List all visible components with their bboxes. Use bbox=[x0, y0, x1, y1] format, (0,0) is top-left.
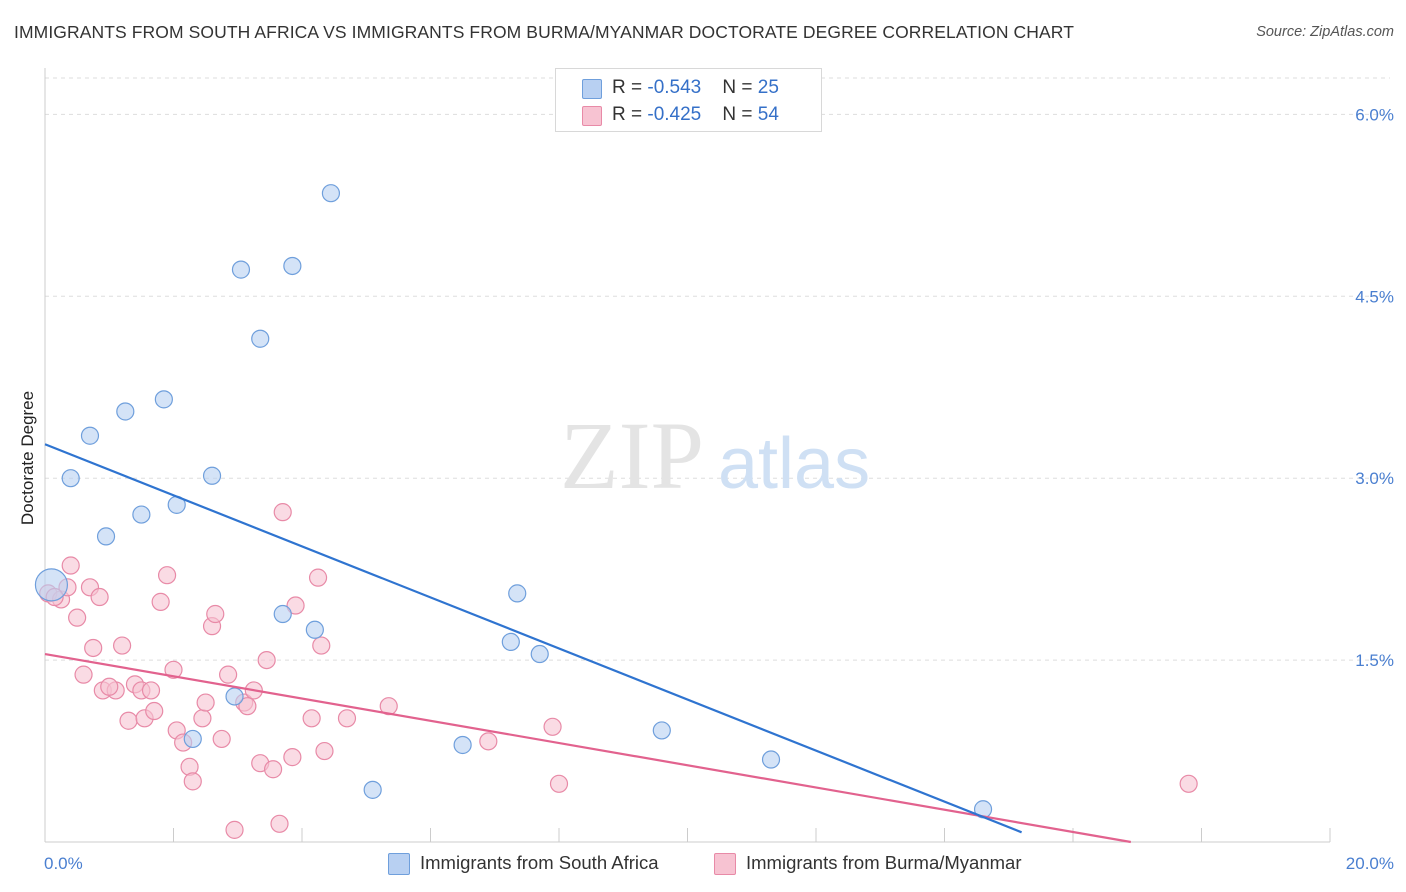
data-point-south-africa bbox=[61, 469, 80, 488]
data-point-south-africa bbox=[80, 426, 100, 445]
data-point-south-africa bbox=[96, 527, 116, 546]
data-point-burma bbox=[257, 650, 276, 670]
trend-line-south-africa bbox=[44, 443, 1023, 834]
data-point-south-africa bbox=[273, 604, 292, 624]
y-tick-label: 1.5% bbox=[1355, 651, 1394, 670]
data-point-south-africa bbox=[761, 750, 781, 769]
y-tick-label: 3.0% bbox=[1355, 469, 1394, 488]
data-point-burma bbox=[193, 709, 212, 728]
data-point-burma bbox=[543, 717, 562, 736]
data-point-burma bbox=[196, 693, 215, 712]
watermark-zip: ZIP bbox=[560, 402, 704, 509]
series-legend-swatch-south-africa bbox=[388, 853, 410, 875]
legend-r-value: -0.425 bbox=[647, 104, 702, 125]
data-point-burma bbox=[61, 556, 80, 575]
data-point-burma bbox=[273, 503, 292, 522]
data-point-burma bbox=[100, 677, 119, 696]
data-point-south-africa bbox=[283, 256, 302, 276]
legend-r-value: -0.543 bbox=[647, 77, 702, 98]
trend-lines bbox=[44, 443, 1132, 844]
data-point-burma bbox=[1179, 774, 1198, 793]
data-point-burma bbox=[379, 697, 398, 716]
data-point-south-africa bbox=[231, 260, 251, 279]
series-legend-label: Immigrants from Burma/Myanmar bbox=[746, 852, 1022, 873]
data-point-south-africa bbox=[251, 329, 270, 348]
grid-lines bbox=[45, 77, 1390, 661]
data-point-burma bbox=[145, 701, 164, 721]
watermark: ZIP atlas bbox=[560, 402, 870, 509]
watermark-atlas: atlas bbox=[718, 424, 870, 504]
data-point-burma bbox=[270, 814, 289, 833]
data-point-burma bbox=[90, 587, 109, 607]
data-point-south-africa bbox=[363, 780, 382, 799]
series-legend-swatch-burma bbox=[714, 853, 736, 875]
legend-r-label: R = bbox=[612, 104, 648, 125]
data-point-burma bbox=[84, 638, 103, 658]
data-point-burma bbox=[164, 660, 183, 679]
x-tick-label: 20.0% bbox=[1346, 854, 1394, 873]
data-point-south-africa bbox=[132, 505, 151, 524]
chart-title: IMMIGRANTS FROM SOUTH AFRICA VS IMMIGRAN… bbox=[14, 22, 1074, 42]
data-point-burma bbox=[183, 772, 202, 791]
data-point-burma bbox=[112, 636, 132, 655]
data-point-south-africa bbox=[116, 402, 135, 421]
data-point-south-africa bbox=[305, 620, 324, 639]
data-point-south-africa bbox=[183, 729, 202, 749]
data-point-burma bbox=[315, 741, 334, 761]
data-point-burma bbox=[151, 592, 170, 611]
data-point-south-africa bbox=[321, 184, 341, 203]
data-point-burma bbox=[308, 568, 328, 587]
data-point-south-africa bbox=[202, 466, 222, 485]
data-point-south-africa bbox=[154, 390, 173, 409]
data-point-burma bbox=[206, 604, 225, 624]
data-point-burma bbox=[479, 732, 498, 751]
legend-n-label: N = bbox=[722, 77, 758, 98]
x-tick-label: 0.0% bbox=[44, 854, 83, 873]
legend-n-value: 54 bbox=[757, 104, 779, 125]
data-point-south-africa bbox=[530, 644, 549, 664]
legend-swatch-south-africa bbox=[582, 79, 602, 99]
correlation-legend: R = -0.543 N = 25 R = -0.425 N = 54 bbox=[555, 68, 822, 132]
y-tick-label: 4.5% bbox=[1355, 287, 1394, 306]
series-legend-label: Immigrants from South Africa bbox=[420, 852, 659, 873]
data-point-south-africa bbox=[501, 632, 520, 652]
data-point-burma bbox=[119, 711, 138, 730]
data-point-south-africa bbox=[453, 735, 472, 755]
legend-n-label: N = bbox=[722, 104, 758, 125]
legend-swatch-burma bbox=[582, 106, 602, 126]
y-tick-label: 6.0% bbox=[1355, 105, 1394, 124]
data-point-burma bbox=[238, 697, 257, 716]
data-point-burma bbox=[219, 665, 238, 684]
y-axis-label: Doctorate Degree bbox=[18, 391, 37, 525]
data-point-burma bbox=[74, 665, 93, 684]
data-point-burma bbox=[212, 729, 231, 749]
data-point-burma bbox=[68, 608, 87, 627]
source-label: Source: ZipAtlas.com bbox=[1256, 24, 1394, 40]
data-point-burma bbox=[549, 774, 569, 793]
legend-r-label: R = bbox=[612, 77, 648, 98]
data-point-south-africa bbox=[652, 721, 671, 740]
legend-n-value: 25 bbox=[757, 77, 779, 98]
trend-line-burma bbox=[44, 652, 1132, 844]
data-point-burma bbox=[286, 596, 305, 615]
data-point-south-africa bbox=[225, 687, 244, 706]
data-point-burma bbox=[225, 820, 244, 839]
tick-labels: 1.5% 3.0% 4.5% 6.0% 0.0% 20.0% bbox=[44, 105, 1394, 873]
data-point-burma bbox=[302, 709, 321, 728]
data-point-south-africa bbox=[508, 584, 527, 603]
data-point-burma bbox=[312, 636, 331, 655]
axes bbox=[44, 68, 1331, 843]
data-point-burma bbox=[283, 748, 302, 767]
data-point-burma bbox=[141, 681, 161, 700]
data-point-burma bbox=[263, 760, 283, 779]
data-point-burma bbox=[337, 709, 357, 728]
series-south-africa-points bbox=[34, 184, 993, 819]
data-point-burma bbox=[157, 566, 177, 585]
data-point-south-africa bbox=[34, 568, 69, 602]
